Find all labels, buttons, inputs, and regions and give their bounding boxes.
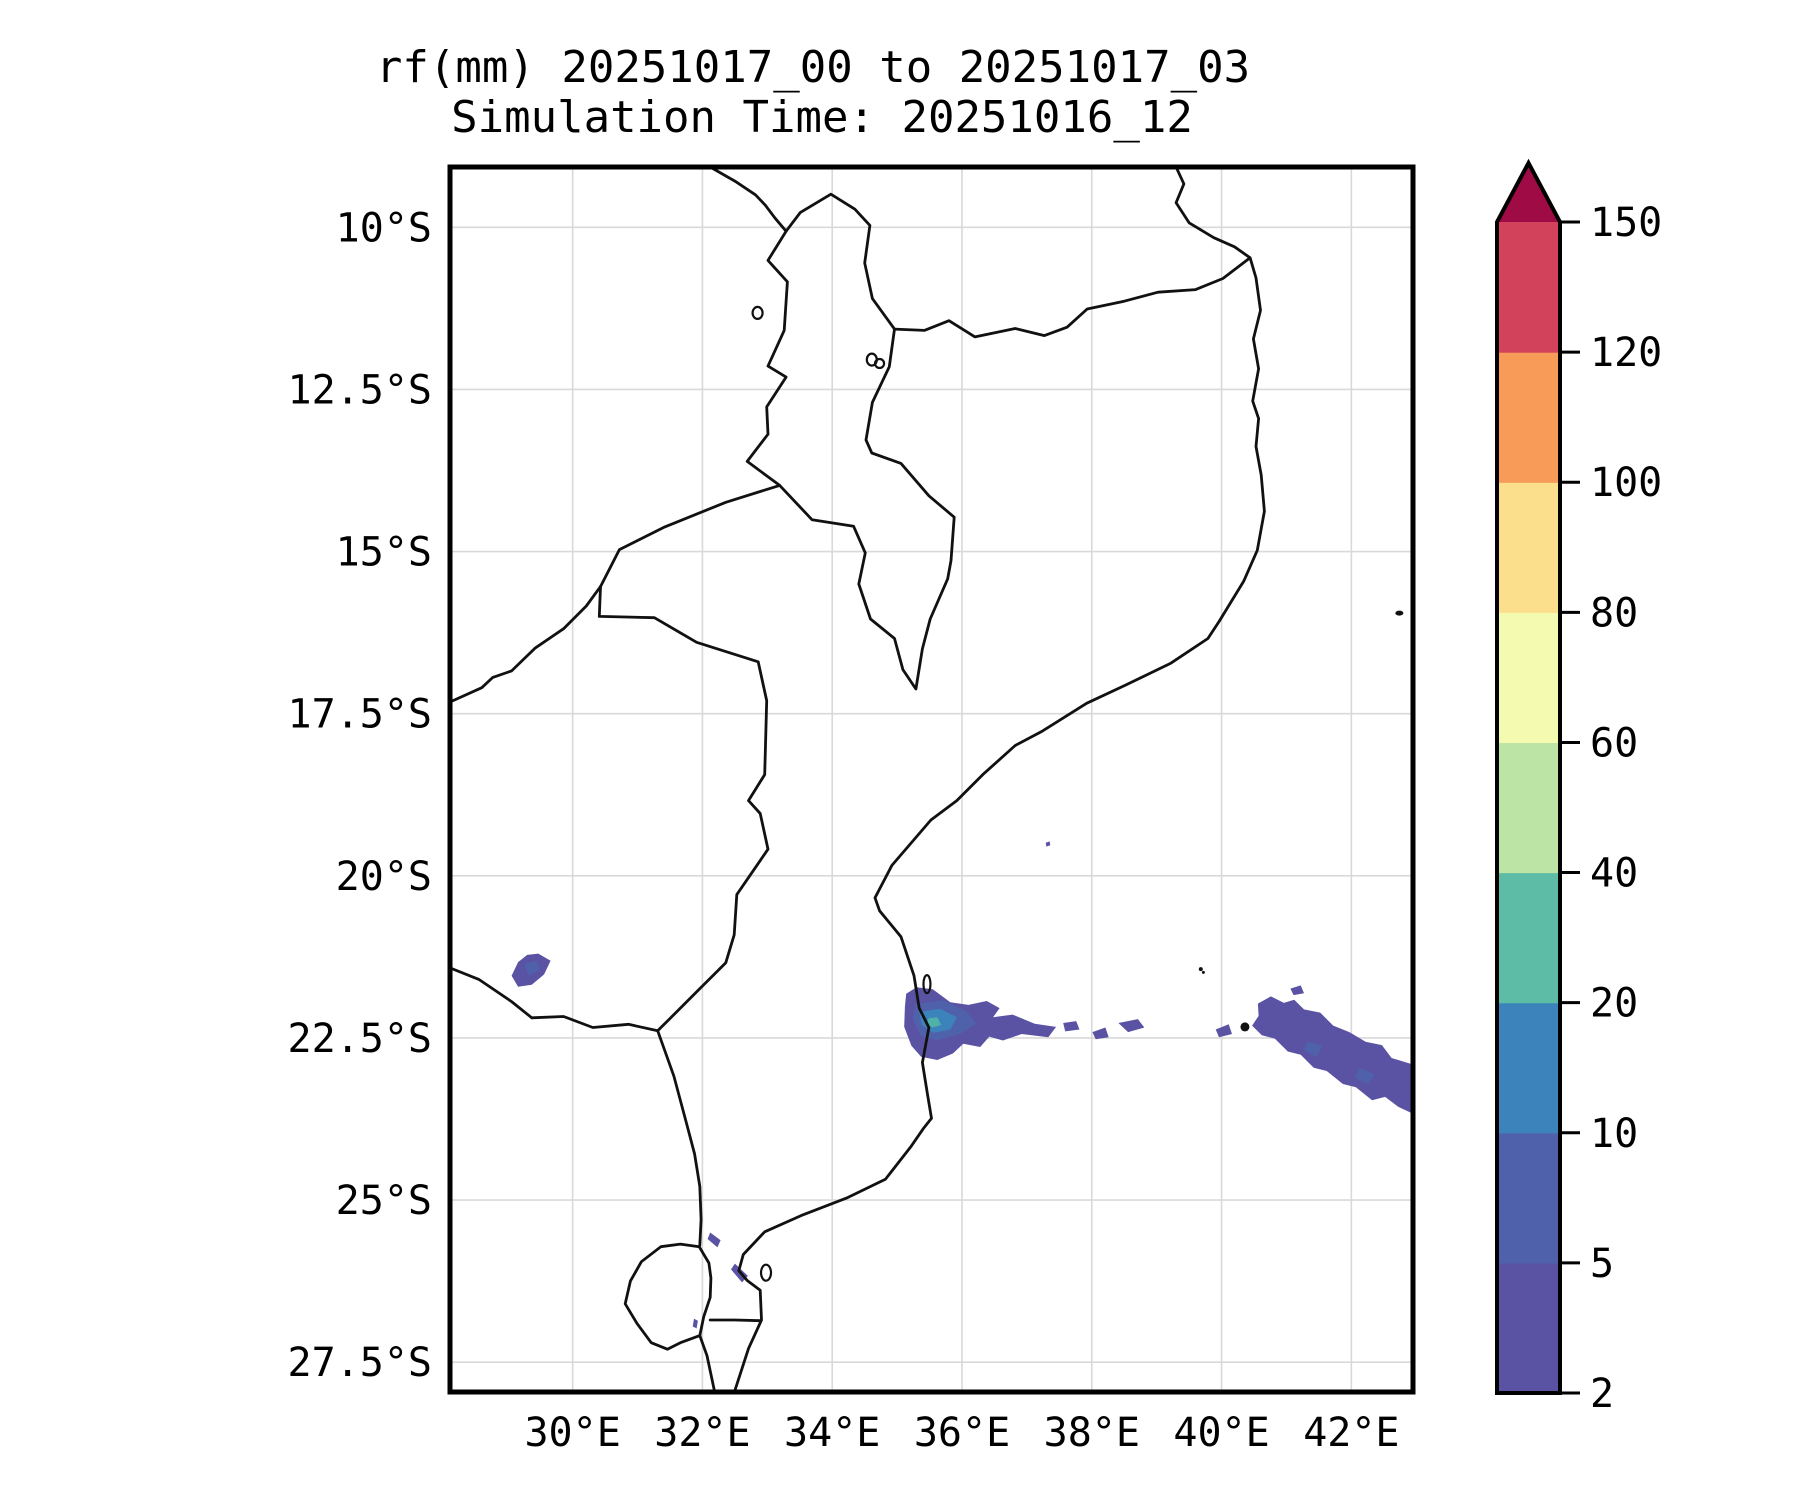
rain-patch-channel-band-southeast — [1252, 996, 1413, 1114]
colorbar-tick-label: 100 — [1590, 460, 1662, 506]
rain-patch-channel-band-core-1 — [1304, 1041, 1323, 1057]
colorbar-tick-label: 20 — [1590, 981, 1638, 1027]
border-zambezi-zambia-zimbabwe-border — [450, 585, 602, 704]
border-kwazulu-border-to-coast — [698, 1334, 717, 1392]
rain-patch-fragment-east-1 — [1063, 1021, 1080, 1032]
island-bazaruto-island — [922, 973, 932, 995]
colorbar-tick-label: 60 — [1590, 720, 1638, 766]
island-bassas-da-india-speck2 — [1201, 970, 1205, 974]
x-tick-label: 32°E — [654, 1410, 750, 1456]
colorbar-tick-label: 5 — [1590, 1241, 1614, 1287]
border-tanzania-zambia-border — [708, 167, 788, 233]
island-inhaca-island — [759, 1263, 773, 1282]
y-tick-label: 12.5°S — [288, 367, 433, 413]
y-tick-label: 17.5°S — [288, 692, 433, 738]
border-coastline-tanzania-mozambique-southafrica — [732, 167, 1266, 1392]
colorbar-tick-label: 40 — [1590, 851, 1638, 897]
border-limpopo-border-sa-zim — [530, 1015, 660, 1033]
x-tick-label: 34°E — [784, 1410, 880, 1456]
colorbar-tick-label: 2 — [1590, 1371, 1614, 1417]
islands — [751, 305, 1404, 1282]
x-tick-label: 38°E — [1044, 1410, 1140, 1456]
rain-patch-fragment-east-2 — [1092, 1027, 1109, 1040]
rainfall-contours — [511, 841, 1413, 1329]
colorbar-outline — [1495, 158, 1562, 1395]
plot-subtitle: Simulation Time: 20251016_12 — [451, 92, 1193, 143]
country-borders — [450, 167, 1266, 1392]
border-ruvuma-border-tz-mz — [893, 256, 1252, 339]
rain-patch-channel-band-core-2 — [1355, 1067, 1375, 1084]
colorbar-segment-80-100 — [1497, 482, 1560, 613]
island-border-lakelet — [751, 305, 764, 321]
island-juan-de-nova-islet — [1395, 610, 1404, 616]
colorbar-segment-40-60 — [1497, 742, 1560, 874]
x-tick-label: 30°E — [524, 1410, 620, 1456]
map-frame — [447, 164, 1416, 1395]
border-zimbabwe-mozambique-border — [597, 585, 770, 1033]
rain-patch-ocean-speck — [1045, 841, 1051, 847]
colorbar-segment-100-120 — [1497, 352, 1560, 483]
y-tick-label: 22.5°S — [288, 1016, 433, 1062]
colorbar-segment-20-40 — [1497, 872, 1560, 1004]
island-europa-island — [1240, 1022, 1250, 1032]
y-tick-label: 15°S — [336, 530, 432, 576]
rain-patch-fragment-east-3 — [1118, 1019, 1145, 1033]
map-border-frame — [447, 164, 1416, 1395]
rain-patch-south-dash-1 — [707, 1232, 721, 1248]
axis-tick-labels: 30°E 32°E 34°E 36°E 38°E 40°E 42°E 10°S 12.5°S 15… — [288, 205, 1400, 1456]
y-tick-label: 27.5°S — [288, 1340, 433, 1386]
plot-title: rf(mm) 20251017_00 to 20251017_03 — [376, 42, 1250, 93]
border-zambia-mozambique-border — [599, 484, 782, 588]
colorbar-over-arrow — [1497, 163, 1560, 222]
colorbar-tick-label: 120 — [1590, 330, 1662, 376]
colorbar-segment-10-20 — [1497, 1002, 1560, 1134]
colorbar-tick-label: 80 — [1590, 590, 1638, 636]
border-botswana-zimbabwe-border — [450, 966, 534, 1020]
rain-patch-south-speck — [692, 1318, 698, 1329]
rain-patch-zimbabwe-blob-core — [524, 960, 541, 976]
x-tick-label: 36°E — [914, 1410, 1010, 1456]
x-tick-label: 40°E — [1173, 1410, 1269, 1456]
border-lebombo-border-sa-mz — [656, 1029, 703, 1247]
colorbar-segment-120-150 — [1497, 222, 1560, 353]
y-tick-label: 25°S — [336, 1178, 432, 1224]
x-tick-label: 42°E — [1303, 1410, 1399, 1456]
rain-patch-main-blob-core-peak — [927, 1017, 942, 1028]
colorbar-segment-2-5 — [1497, 1262, 1560, 1394]
rain-patch-fragment-east-4 — [1215, 1024, 1232, 1038]
island-chizumulu-island — [873, 357, 886, 370]
colorbar: 2 5 10 20 40 60 80 100 120 150 — [1495, 158, 1662, 1417]
colorbar-tick-label: 10 — [1590, 1111, 1638, 1157]
gridlines — [450, 167, 1413, 1392]
y-tick-label: 10°S — [336, 205, 432, 251]
rain-patch-channel-band-fragment-above — [1290, 985, 1304, 996]
y-tick-label: 20°S — [336, 854, 432, 900]
border-eswatini-outline — [623, 1242, 713, 1351]
border-mozambique-sa-south-border — [708, 1318, 762, 1323]
colorbar-segment-5-10 — [1497, 1132, 1560, 1264]
border-malawi-outline — [745, 192, 956, 691]
colorbar-tick-label: 150 — [1590, 200, 1662, 246]
island-bassas-da-india-speck — [1198, 967, 1203, 972]
colorbar-segment-60-80 — [1497, 612, 1560, 744]
